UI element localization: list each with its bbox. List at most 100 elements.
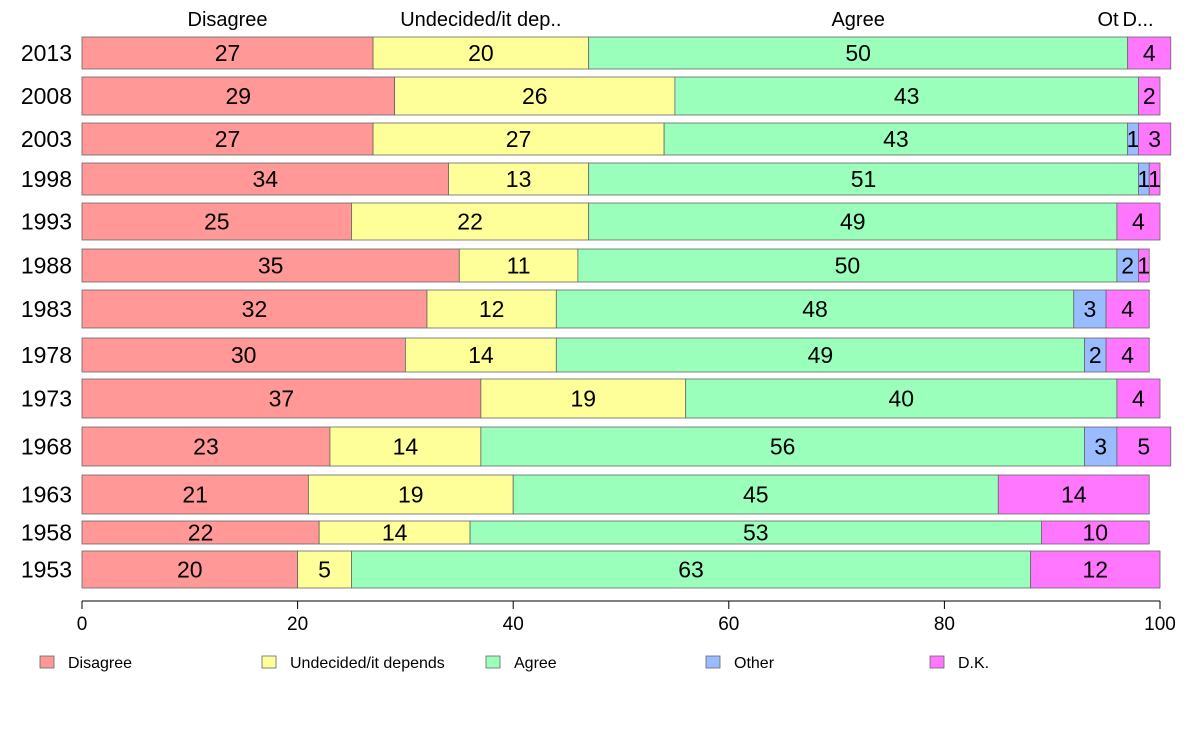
bar-value-label: 50 (835, 253, 861, 279)
bar-value-label: 25 (204, 209, 230, 235)
bar-segment (480, 378, 687, 419)
bar-segment (351, 550, 1032, 589)
year-label: 2008 (21, 83, 72, 109)
bar-value-label: 22 (457, 209, 483, 235)
bar-value-label: 4 (1143, 40, 1156, 66)
legend-swatch (261, 655, 277, 669)
bar-segment (674, 76, 1139, 116)
bar-value-label: 35 (258, 253, 284, 279)
legend-label: D.K. (958, 655, 989, 672)
x-tick-label: 60 (718, 614, 739, 635)
bar-value-label: 22 (188, 520, 214, 546)
bar-value-label: 4 (1132, 386, 1145, 412)
bar-segment (81, 162, 449, 196)
bar-segment (81, 202, 352, 241)
bar-segment (1073, 289, 1107, 329)
bar-value-label: 2 (1089, 342, 1102, 368)
bar-value-label: 3 (1094, 434, 1107, 460)
year-label: 1983 (21, 296, 72, 322)
bar-segment (555, 289, 1075, 329)
top-label-4: D... (1122, 9, 1153, 31)
year-label: 1988 (21, 253, 72, 279)
bar-segment (1148, 162, 1161, 196)
bar-value-label: 5 (318, 557, 331, 583)
bar-value-label: 14 (468, 342, 494, 368)
bar-segment (1127, 36, 1172, 70)
bar-segment (81, 426, 331, 467)
bar-value-label: 4 (1121, 342, 1134, 368)
bar-value-label: 27 (215, 126, 241, 152)
bar-segment (351, 202, 590, 241)
bar-segment (426, 289, 557, 329)
bar-value-label: 37 (269, 386, 295, 412)
bar-segment (372, 36, 590, 70)
bar-segment (1116, 202, 1161, 241)
bar-segment (372, 122, 665, 156)
legend-swatch (705, 655, 721, 669)
legend-label: Agree (514, 655, 557, 672)
bar-value-label: 19 (398, 482, 424, 508)
bar-value-label: 20 (177, 557, 203, 583)
x-tick-label: 80 (934, 614, 955, 635)
bar-segment (1116, 426, 1172, 467)
bar-value-label: 29 (226, 83, 252, 109)
bar-value-label: 40 (888, 386, 914, 412)
year-label: 2013 (21, 40, 72, 66)
bar-segment (1116, 378, 1161, 419)
bar-value-label: 43 (883, 126, 909, 152)
legend-swatch (485, 655, 501, 669)
bar-value-label: 12 (479, 296, 505, 322)
bar-segment (81, 122, 374, 156)
bar-value-label: 5 (1137, 434, 1150, 460)
year-axis: 2013 2008 2003 1998 1993 1988 1983 1978 1973 1968… (21, 40, 72, 583)
bar-segment (404, 337, 557, 373)
bar-value-label: 14 (1061, 482, 1087, 508)
bar-segment (1138, 76, 1161, 116)
bar-segment (555, 337, 1085, 373)
bar-value-label: 4 (1132, 209, 1145, 235)
bar-segment (81, 36, 374, 70)
bar-segment (81, 76, 396, 116)
year-label: 1953 (21, 557, 72, 583)
bar-value-label: 3 (1084, 296, 1097, 322)
bar-segment (81, 248, 460, 283)
bar-value-label: 43 (894, 83, 920, 109)
bar-segment (997, 474, 1150, 515)
x-tick-label: 40 (503, 614, 524, 635)
bar-segment (1138, 248, 1150, 283)
bar-value-label: 49 (840, 209, 866, 235)
legend: Disagree Undecided/it depends Agree Other D.… (39, 655, 989, 672)
year-label: 1998 (21, 166, 72, 192)
bar-value-label: 11 (507, 253, 531, 279)
bar-value-label: 1 (1148, 166, 1161, 192)
legend-label: Disagree (68, 655, 132, 672)
bar-segment (81, 378, 482, 419)
bar-value-label: 12 (1083, 557, 1109, 583)
bar-value-label: 27 (506, 126, 532, 152)
year-label: 1963 (21, 482, 72, 508)
top-label-0: Disagree (188, 9, 268, 31)
bar-value-label: 2 (1143, 83, 1156, 109)
bar-value-label: 23 (193, 434, 219, 460)
bar-value-label: 14 (382, 520, 408, 546)
year-label: 1978 (21, 342, 72, 368)
bar-segment (81, 289, 428, 329)
bar-value-label: 1 (1137, 253, 1150, 279)
x-tick-label: 20 (287, 614, 308, 635)
bar-value-label: 32 (242, 296, 268, 322)
top-label-1: Undecided/it dep.. (400, 9, 561, 31)
top-label-3: Ot (1097, 9, 1119, 31)
bar-segment (1030, 550, 1161, 589)
year-label: 2003 (21, 126, 72, 152)
x-axis: 0 20 40 60 80 100 (77, 600, 1176, 635)
bar-segment (588, 202, 1118, 241)
bar-segment (81, 337, 406, 373)
bar-value-label: 21 (182, 482, 208, 508)
year-label: 1973 (21, 386, 72, 412)
bar-value-label: 20 (468, 40, 494, 66)
bar-segment (394, 76, 676, 116)
bar-segment (577, 248, 1118, 283)
bar-value-label: 34 (252, 166, 278, 192)
